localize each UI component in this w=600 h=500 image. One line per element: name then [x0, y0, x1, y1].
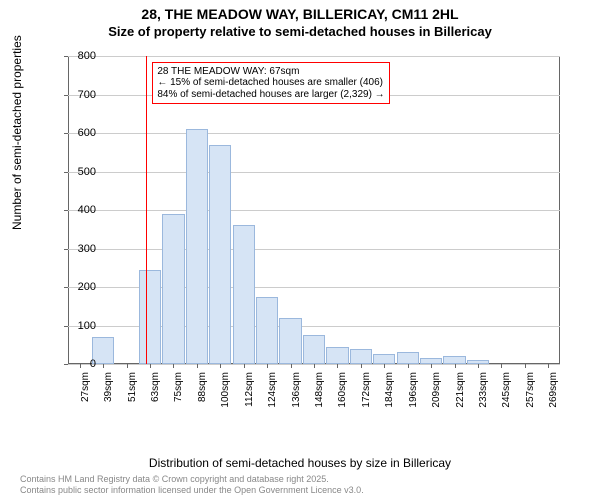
x-tick-label: 233sqm [478, 372, 489, 408]
histogram-bar [279, 318, 301, 364]
histogram-bar [186, 129, 208, 364]
y-tick-label: 0 [56, 358, 96, 370]
y-tick-label: 400 [56, 204, 96, 216]
x-tick-label: 63sqm [150, 372, 161, 402]
histogram-bar [326, 347, 348, 364]
histogram-bar [256, 297, 278, 364]
y-tick-label: 500 [56, 166, 96, 178]
x-tick-label: 221sqm [455, 372, 466, 408]
footer-attribution: Contains HM Land Registry data © Crown c… [20, 474, 364, 496]
callout-line: ← 15% of semi-detached houses are smalle… [157, 77, 384, 89]
callout-line: 84% of semi-detached houses are larger (… [157, 89, 384, 101]
histogram-bar [162, 214, 184, 364]
footer-line: Contains HM Land Registry data © Crown c… [20, 474, 364, 485]
x-tick-label: 124sqm [267, 372, 278, 408]
y-tick-label: 100 [56, 320, 96, 332]
histogram-bar [350, 349, 372, 364]
x-tick-label: 257sqm [525, 372, 536, 408]
grid-line [68, 133, 560, 134]
y-tick-label: 700 [56, 89, 96, 101]
x-tick-label: 27sqm [80, 372, 91, 402]
histogram-bar [397, 352, 419, 364]
grid-line [68, 210, 560, 211]
x-tick-label: 269sqm [548, 372, 559, 408]
grid-line [68, 249, 560, 250]
histogram-bar [139, 270, 161, 364]
x-tick-label: 209sqm [431, 372, 442, 408]
x-tick-label: 39sqm [103, 372, 114, 402]
grid-line [68, 172, 560, 173]
x-tick-label: 112sqm [244, 372, 255, 407]
x-tick-label: 100sqm [220, 372, 231, 408]
x-axis-label: Distribution of semi-detached houses by … [0, 456, 600, 470]
callout-line: 28 THE MEADOW WAY: 67sqm [157, 66, 384, 78]
y-tick-label: 800 [56, 50, 96, 62]
x-tick-label: 148sqm [314, 372, 325, 408]
x-tick-label: 184sqm [384, 372, 395, 408]
page-title: 28, THE MEADOW WAY, BILLERICAY, CM11 2HL [0, 6, 600, 22]
x-tick-label: 245sqm [501, 372, 512, 408]
x-tick-label: 51sqm [127, 372, 138, 402]
y-tick-label: 600 [56, 127, 96, 139]
histogram-bar [209, 145, 231, 364]
marker-line [146, 56, 147, 364]
x-tick-label: 88sqm [197, 372, 208, 402]
histogram-bar [443, 356, 465, 364]
x-tick-label: 172sqm [361, 372, 372, 408]
page-subtitle: Size of property relative to semi-detach… [0, 24, 600, 39]
x-tick-label: 136sqm [291, 372, 302, 408]
x-tick-label: 196sqm [408, 372, 419, 408]
histogram-chart: 27sqm 39sqm 51sqm 63sqm 75sqm 88sqm 100sqm 112s… [68, 48, 568, 418]
y-tick-label: 300 [56, 243, 96, 255]
histogram-bar [233, 225, 255, 364]
x-tick-label: 160sqm [337, 372, 348, 408]
footer-line: Contains public sector information licen… [20, 485, 364, 496]
y-tick-label: 200 [56, 281, 96, 293]
y-axis-label: Number of semi-detached properties [10, 35, 24, 230]
callout-box: 28 THE MEADOW WAY: 67sqm← 15% of semi-de… [152, 62, 389, 105]
histogram-bar [373, 354, 395, 364]
x-tick-label: 75sqm [173, 372, 184, 402]
histogram-bar [303, 335, 325, 364]
grid-line [68, 56, 560, 57]
